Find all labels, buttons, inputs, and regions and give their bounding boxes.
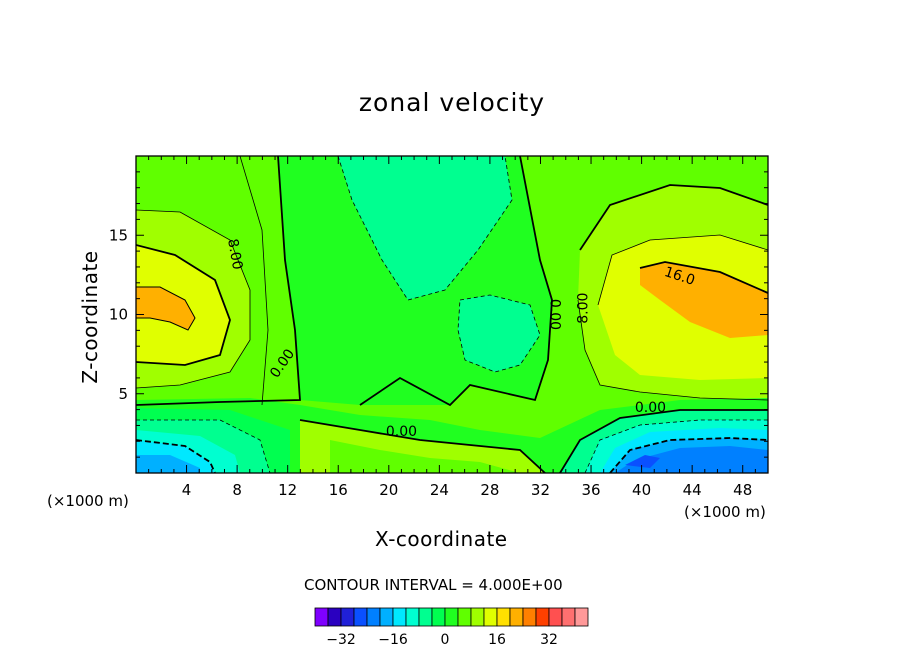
colorbar-swatch <box>535 607 550 627</box>
colorbar-tick-label: −32 <box>326 632 356 648</box>
x-tick-label: 24 <box>430 481 449 499</box>
y-tick-label: 5 <box>118 385 128 403</box>
colorbar-swatch <box>379 607 394 627</box>
colorbar: −32 −16 0 16 32 <box>314 607 589 648</box>
x-tick-label: 4 <box>182 481 192 499</box>
colorbar-swatch <box>574 607 589 627</box>
colorbar-swatch <box>340 607 355 627</box>
x-tick-label: 48 <box>733 481 752 499</box>
x-tick-label: 12 <box>278 481 297 499</box>
colorbar-swatch <box>327 607 342 627</box>
colorbar-swatch <box>561 607 576 627</box>
colorbar-tick-label: 16 <box>488 632 506 648</box>
colorbar-tick-label: 32 <box>540 632 558 648</box>
x-tick-label: 40 <box>632 481 651 499</box>
colorbar-swatch <box>470 607 485 627</box>
y-axis-label: Z-coordinate <box>78 250 102 384</box>
x-axis-label: X-coordinate <box>375 527 508 551</box>
contour-label: 0.00 <box>386 424 417 440</box>
colorbar-swatch <box>353 607 368 627</box>
x-tick-label: 36 <box>581 481 600 499</box>
contour-label: 0.00 <box>635 400 666 416</box>
contour-interval-label: CONTOUR INTERVAL = 4.000E+00 <box>304 576 563 594</box>
x-tick-label: 44 <box>683 481 702 499</box>
colorbar-swatch <box>366 607 381 627</box>
colorbar-swatch <box>392 607 407 627</box>
colorbar-swatch <box>483 607 498 627</box>
colorbar-swatch <box>509 607 524 627</box>
colorbar-tick-label: −16 <box>378 632 408 648</box>
x-unit-label-left: (×1000 m) <box>47 492 129 510</box>
y-tick-label: 15 <box>109 226 128 244</box>
x-tick-label: 16 <box>329 481 348 499</box>
colorbar-swatch <box>314 607 329 627</box>
x-tick-label: 20 <box>379 481 398 499</box>
colorbar-swatch <box>444 607 459 627</box>
y-tick-label: 10 <box>109 306 128 324</box>
colorbar-swatch <box>405 607 420 627</box>
colorbar-swatch <box>457 607 472 627</box>
x-tick-label: 32 <box>531 481 550 499</box>
contour-label: 8.00 <box>575 293 591 324</box>
colorbar-swatch <box>418 607 433 627</box>
x-unit-label-right: (×1000 m) <box>684 503 766 521</box>
colorbar-swatch <box>496 607 511 627</box>
colorbar-tick-label: 0 <box>441 632 450 648</box>
contour-label: 8.00 <box>224 238 245 271</box>
colorbar-swatch <box>548 607 563 627</box>
x-tick-label: 8 <box>232 481 242 499</box>
chart-title: zonal velocity <box>358 88 546 117</box>
contour-lines <box>136 156 768 473</box>
colorbar-swatch <box>522 607 537 627</box>
colorbar-swatch <box>431 607 446 627</box>
contour-label: 0.00 <box>546 299 562 330</box>
contour-fill <box>136 156 768 473</box>
x-tick-label: 28 <box>480 481 499 499</box>
